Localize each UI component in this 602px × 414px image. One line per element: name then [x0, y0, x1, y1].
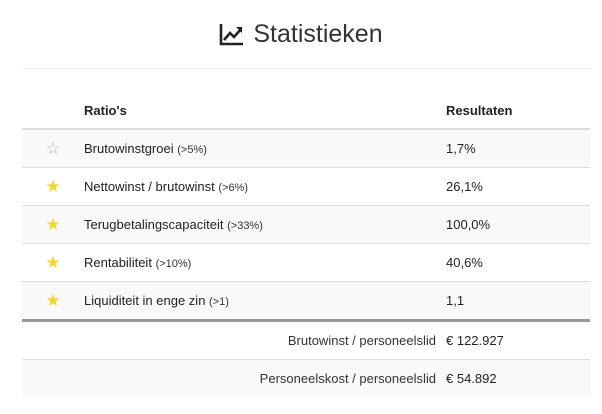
table-row: ★ Liquiditeit in enge zin (>1) 1,1	[22, 281, 590, 321]
summary-value: € 54.892	[446, 359, 590, 397]
page-header: Statistieken	[0, 14, 602, 54]
line-chart-icon	[220, 24, 244, 46]
column-header-result: Resultaten	[446, 92, 590, 130]
summary-row: Personeelskost / personeelslid € 54.892	[22, 359, 590, 397]
result-value: 1,1	[446, 281, 590, 321]
statistics-table: Ratio's Resultaten ☆ Brutowinstgroei (>5…	[22, 92, 590, 397]
table-row: ★ Rentabiliteit (>10%) 40,6%	[22, 243, 590, 282]
ratio-name: Terugbetalingscapaciteit	[84, 217, 224, 232]
result-value: 26,1%	[446, 167, 590, 206]
header-divider	[22, 68, 590, 69]
ratio-name: Brutowinstgroei	[84, 141, 174, 156]
ratio-name: Rentabiliteit	[84, 255, 152, 270]
result-value: 100,0%	[446, 205, 590, 244]
star-filled-icon[interactable]: ★	[45, 215, 61, 234]
star-cell: ★	[22, 281, 84, 321]
summary-label: Personeelskost / personeelslid	[22, 359, 446, 397]
star-cell: ★	[22, 205, 84, 244]
table-row: ★ Terugbetalingscapaciteit (>33%) 100,0%	[22, 205, 590, 244]
star-outline-icon[interactable]: ☆	[45, 139, 61, 158]
ratio-threshold: (>5%)	[177, 144, 207, 156]
summary-value: € 122.927	[446, 319, 590, 360]
result-value: 1,7%	[446, 128, 590, 168]
column-header-star	[22, 92, 84, 130]
summary-row: Brutowinst / personeelslid € 122.927	[22, 319, 590, 360]
table-row: ☆ Brutowinstgroei (>5%) 1,7%	[22, 128, 590, 168]
star-filled-icon[interactable]: ★	[45, 253, 61, 272]
column-header-ratio: Ratio's	[84, 92, 446, 130]
ratio-name: Nettowinst / brutowinst	[84, 179, 215, 194]
star-filled-icon[interactable]: ★	[45, 291, 61, 310]
ratio-cell: Rentabiliteit (>10%)	[84, 243, 446, 282]
ratio-threshold: (>33%)	[227, 220, 263, 232]
result-value: 40,6%	[446, 243, 590, 282]
ratio-cell: Brutowinstgroei (>5%)	[84, 128, 446, 168]
table-header-row: Ratio's Resultaten	[22, 92, 590, 130]
ratio-cell: Terugbetalingscapaciteit (>33%)	[84, 205, 446, 244]
star-filled-icon[interactable]: ★	[45, 177, 61, 196]
page-title: Statistieken	[253, 19, 383, 48]
ratio-threshold: (>6%)	[218, 182, 249, 194]
ratio-threshold: (>1)	[209, 296, 229, 308]
star-cell: ☆	[22, 128, 84, 168]
star-cell: ★	[22, 167, 84, 206]
ratio-name: Liquiditeit in enge zin	[84, 293, 206, 308]
ratio-threshold: (>10%)	[155, 258, 192, 270]
table-row: ★ Nettowinst / brutowinst (>6%) 26,1%	[22, 167, 590, 206]
star-cell: ★	[22, 243, 84, 282]
ratio-cell: Liquiditeit in enge zin (>1)	[84, 281, 446, 321]
ratio-cell: Nettowinst / brutowinst (>6%)	[84, 167, 446, 206]
summary-label: Brutowinst / personeelslid	[22, 319, 446, 360]
